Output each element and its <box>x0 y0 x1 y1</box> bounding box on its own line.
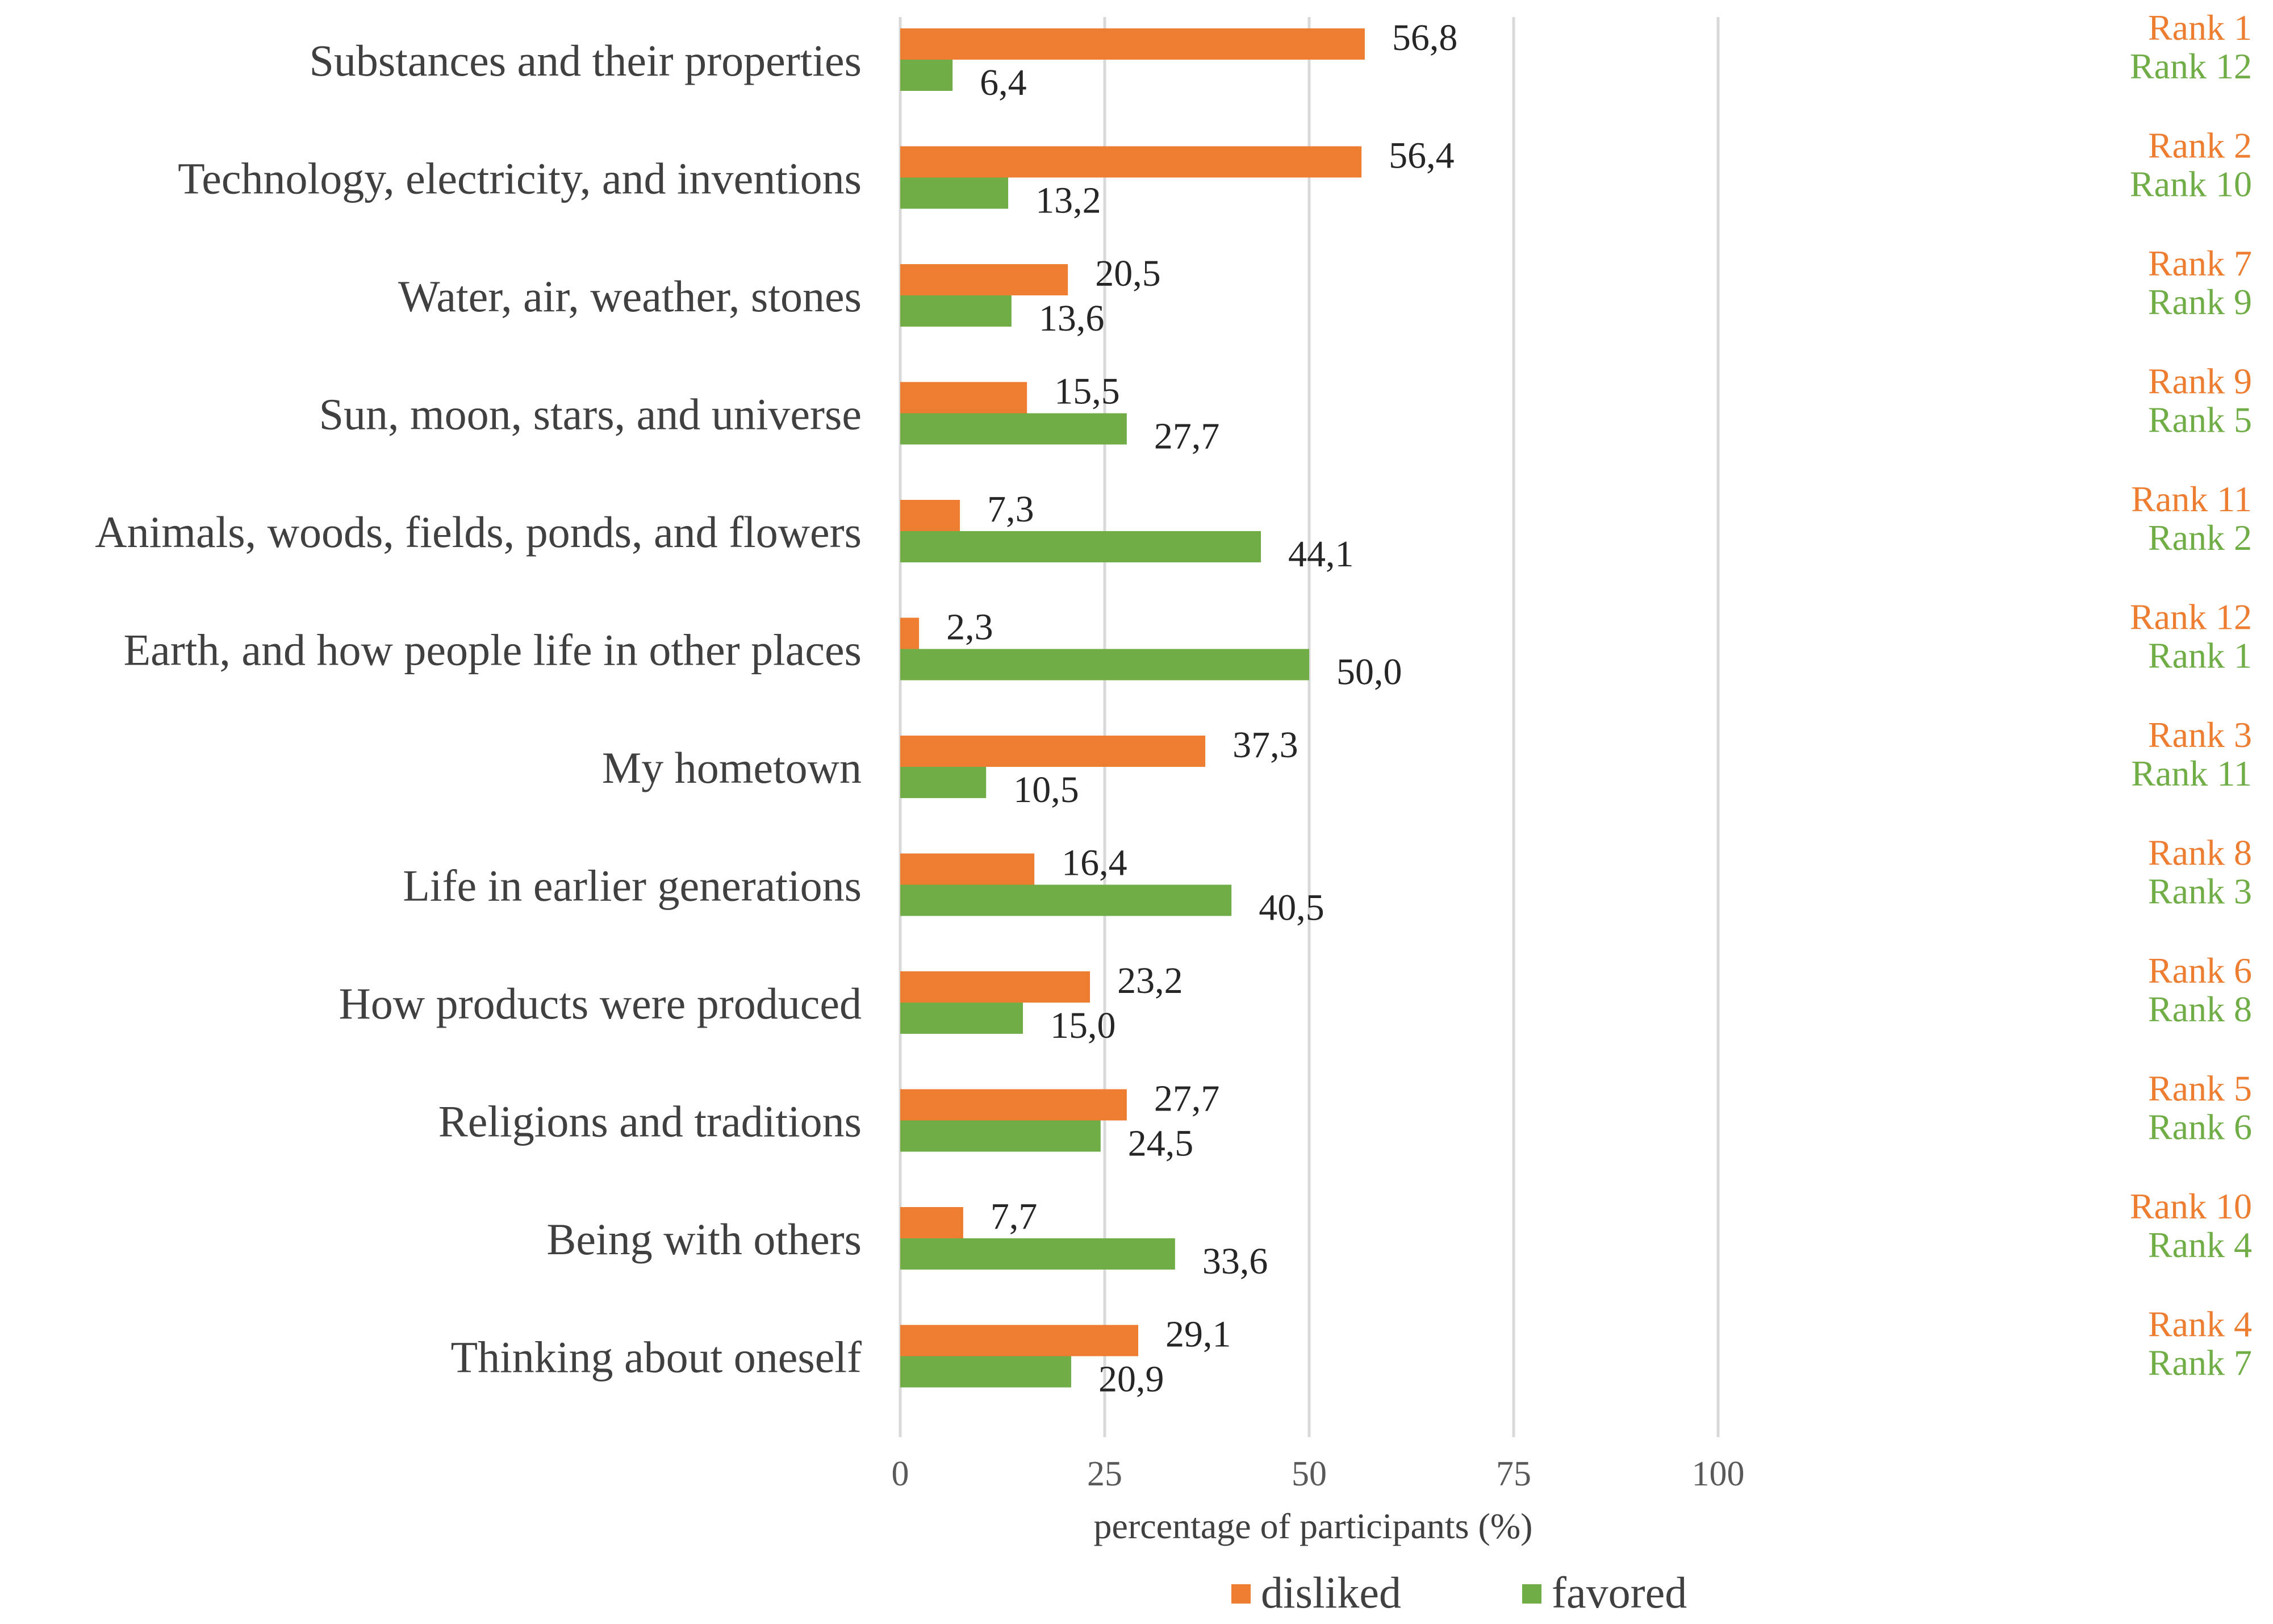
bar-disliked <box>900 146 1362 178</box>
bar-favored <box>900 1356 1071 1388</box>
category-label: Religions and traditions <box>438 1097 862 1146</box>
labels: 0 25 50 75 100 Substances and their propertie… <box>95 7 2252 1493</box>
bar-disliked <box>900 1089 1127 1121</box>
data-label-disliked: 7,7 <box>991 1196 1038 1237</box>
legend-label-favored: favored <box>1552 1568 1687 1617</box>
data-label-disliked: 7,3 <box>987 489 1034 530</box>
rank-label-disliked: Rank 6 <box>2148 950 2252 991</box>
data-label-favored: 50,0 <box>1336 652 1402 693</box>
x-tick-label-25: 25 <box>1087 1455 1122 1493</box>
data-label-favored: 6,4 <box>980 62 1027 103</box>
bar-favored <box>900 884 1232 916</box>
rank-label-favored: Rank 10 <box>2130 164 2252 204</box>
x-tick-label-100: 100 <box>1692 1455 1745 1493</box>
data-label-favored: 24,5 <box>1128 1123 1194 1164</box>
legend: disliked favored <box>1231 1568 1687 1617</box>
data-label-favored: 27,7 <box>1154 416 1219 457</box>
data-label-disliked: 37,3 <box>1232 724 1298 766</box>
bar-favored <box>900 177 1009 209</box>
bar-disliked <box>900 1207 963 1238</box>
data-label-disliked: 29,1 <box>1165 1314 1231 1355</box>
data-label-disliked: 23,2 <box>1117 960 1183 1001</box>
data-label-disliked: 56,8 <box>1392 17 1458 59</box>
rank-label-disliked: Rank 10 <box>2130 1186 2252 1226</box>
rank-label-favored: Rank 6 <box>2148 1107 2252 1147</box>
bar-favored <box>900 1003 1023 1034</box>
data-label-favored: 40,5 <box>1259 887 1324 929</box>
data-label-disliked: 27,7 <box>1154 1078 1219 1120</box>
bar-favored <box>900 767 987 798</box>
rank-label-disliked: Rank 5 <box>2148 1068 2252 1109</box>
bar-favored <box>900 295 1012 327</box>
legend-swatch-favored <box>1522 1584 1541 1604</box>
rank-label-favored: Rank 5 <box>2148 400 2252 440</box>
x-tick-label-50: 50 <box>1292 1455 1327 1493</box>
rank-label-disliked: Rank 7 <box>2148 243 2252 283</box>
rank-label-disliked: Rank 1 <box>2148 7 2252 48</box>
bar-favored <box>900 531 1261 562</box>
category-label: Earth, and how people life in other plac… <box>123 625 862 675</box>
category-label: Technology, electricity, and inventions <box>178 154 862 203</box>
bar-disliked <box>900 28 1365 60</box>
rank-label-disliked: Rank 9 <box>2148 361 2252 402</box>
legend-label-disliked: disliked <box>1261 1568 1401 1617</box>
bar-favored <box>900 1120 1101 1152</box>
bar-disliked <box>900 736 1206 767</box>
data-label-favored: 33,6 <box>1202 1241 1268 1282</box>
category-label: Animals, woods, fields, ponds, and flowe… <box>95 507 862 557</box>
rank-label-disliked: Rank 4 <box>2148 1304 2252 1345</box>
data-label-favored: 13,2 <box>1035 180 1101 222</box>
x-tick-label-0: 0 <box>892 1455 909 1493</box>
rank-label-favored: Rank 8 <box>2148 989 2252 1029</box>
data-label-favored: 13,6 <box>1039 298 1105 339</box>
category-label: How products were produced <box>339 979 862 1028</box>
bar-disliked <box>900 1325 1139 1356</box>
gridlines <box>899 17 1720 1437</box>
category-label: Life in earlier generations <box>403 861 862 911</box>
category-label: Thinking about oneself <box>450 1333 862 1382</box>
x-axis-title: percentage of participants (%) <box>1094 1506 1533 1546</box>
data-label-favored: 44,1 <box>1288 533 1354 575</box>
bar-disliked <box>900 853 1035 885</box>
data-label-favored: 20,9 <box>1098 1359 1164 1400</box>
bar-disliked <box>900 617 920 649</box>
data-label-disliked: 56,4 <box>1389 135 1455 177</box>
bar-favored <box>900 413 1127 445</box>
rank-label-favored: Rank 2 <box>2148 517 2252 558</box>
data-label-favored: 15,0 <box>1050 1005 1116 1046</box>
category-label: Sun, moon, stars, and universe <box>319 390 862 439</box>
data-label-disliked: 16,4 <box>1062 842 1127 884</box>
rank-label-disliked: Rank 3 <box>2148 715 2252 755</box>
category-label: My hometown <box>602 743 862 792</box>
x-tick-label-75: 75 <box>1496 1455 1531 1493</box>
bar-favored <box>900 1238 1175 1270</box>
legend-swatch-disliked <box>1231 1584 1251 1604</box>
rank-label-favored: Rank 7 <box>2148 1343 2252 1383</box>
rank-label-favored: Rank 4 <box>2148 1225 2252 1265</box>
category-label: Water, air, weather, stones <box>398 272 862 321</box>
rank-label-favored: Rank 12 <box>2130 46 2252 86</box>
rank-label-disliked: Rank 2 <box>2148 126 2252 166</box>
bar-disliked <box>900 971 1090 1003</box>
rank-label-favored: Rank 1 <box>2148 636 2252 676</box>
bar-disliked <box>900 264 1068 295</box>
bar-disliked <box>900 500 960 531</box>
rank-label-disliked: Rank 8 <box>2148 833 2252 873</box>
category-label: Being with others <box>546 1214 862 1264</box>
data-label-disliked: 15,5 <box>1054 371 1120 412</box>
rank-label-favored: Rank 11 <box>2131 753 2252 794</box>
data-label-disliked: 2,3 <box>946 607 993 648</box>
rank-label-favored: Rank 3 <box>2148 871 2252 912</box>
data-label-disliked: 20,5 <box>1095 253 1161 294</box>
bar-disliked <box>900 382 1027 414</box>
rank-label-disliked: Rank 11 <box>2131 479 2252 519</box>
category-label: Substances and their properties <box>309 36 862 85</box>
data-label-favored: 10,5 <box>1013 769 1079 811</box>
rank-label-favored: Rank 9 <box>2148 282 2252 322</box>
bars <box>900 28 1365 1388</box>
rank-label-disliked: Rank 12 <box>2130 597 2252 637</box>
bar-favored <box>900 649 1309 681</box>
bar-favored <box>900 60 953 91</box>
